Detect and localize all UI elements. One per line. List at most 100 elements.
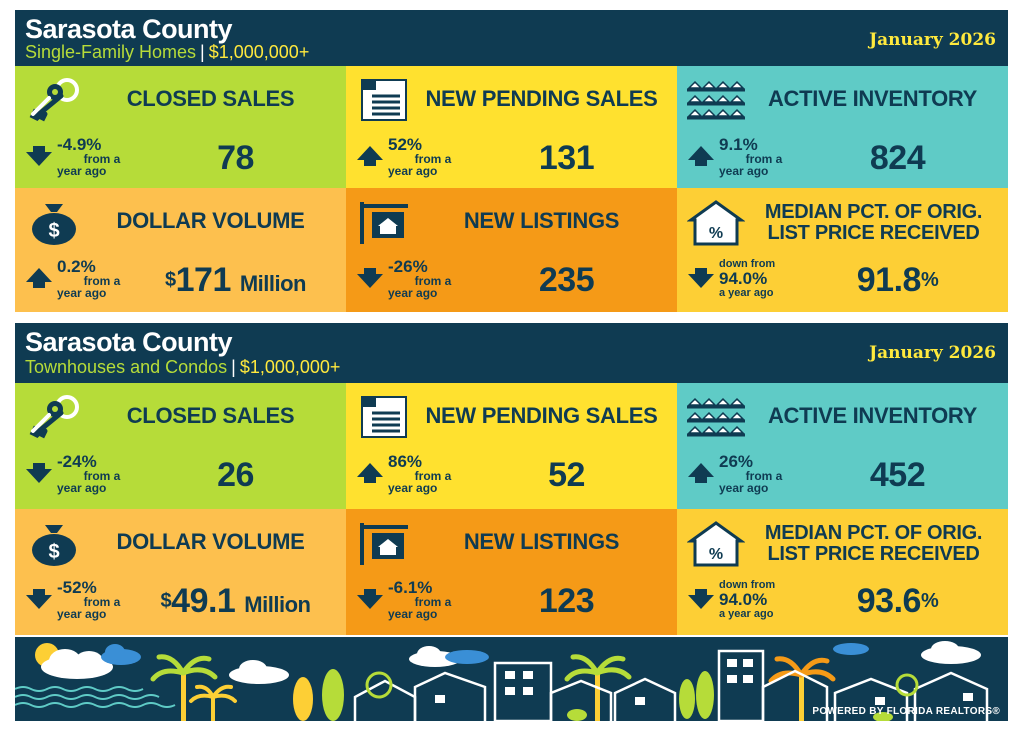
palm-tree-icon <box>768 656 836 721</box>
money-bag-icon <box>25 519 83 567</box>
metric-change: -6.1% from a year ago <box>388 579 478 620</box>
change-pct: -26% <box>388 257 428 276</box>
metric-value: 824 <box>869 139 926 177</box>
metric-label: NEW PENDING SALES <box>425 86 658 111</box>
arrow-down-icon <box>687 266 715 290</box>
metric-value: 131 <box>538 139 595 177</box>
change-down-from: down from <box>719 579 776 591</box>
tree-icon <box>322 669 344 721</box>
metric-label: CLOSED SALES <box>126 86 295 111</box>
change-pct: -6.1% <box>388 578 433 597</box>
metric-label: ACTIVE INVENTORY <box>767 86 978 111</box>
change-ago: year ago <box>57 481 107 495</box>
price-range: $1,000,000+ <box>239 357 341 377</box>
cloud-icon <box>445 650 489 664</box>
value-unit: Million <box>239 271 307 296</box>
metric-dollar-volume: DOLLAR VOLUME -52% from a year ago $49.1… <box>15 509 346 635</box>
for-sale-sign-icon <box>356 198 414 246</box>
metric-closed-sales: CLOSED SALES -24% from a year ago 26 <box>15 383 346 509</box>
change-prev: 94.0% <box>719 590 768 609</box>
metric-label: NEW LISTINGS <box>463 529 620 554</box>
county-title: Sarasota County <box>25 327 233 357</box>
metric-label: CLOSED SALES <box>126 403 295 428</box>
keys-icon <box>25 393 83 441</box>
arrow-up-icon <box>687 144 715 168</box>
arrow-down-icon <box>25 587 53 611</box>
document-icon <box>356 76 414 124</box>
report-month: January 2026 <box>869 30 996 50</box>
palm-tree-icon <box>189 684 237 721</box>
water-waves <box>15 686 176 708</box>
change-from: from a <box>414 152 452 166</box>
panel-subtitle: Single-Family Homes | $1,000,000+ <box>25 42 309 63</box>
cloud-icon <box>921 641 981 664</box>
change-pct: -52% <box>57 578 97 597</box>
metric-label: DOLLAR VOLUME <box>116 208 305 233</box>
metric-value: 93.6% <box>797 583 998 619</box>
cloud-icon <box>101 644 141 665</box>
change-from: from a <box>414 274 452 288</box>
change-ago: year ago <box>57 286 107 300</box>
change-down-from: down from <box>719 258 776 270</box>
change-from: from a <box>414 595 452 609</box>
change-from: from a <box>83 274 121 288</box>
change-ago: year ago <box>388 481 438 495</box>
arrow-up-icon <box>687 461 715 485</box>
cloud-icon <box>229 660 289 684</box>
shrub-icon <box>873 712 893 721</box>
metric-new-pending-sales: NEW PENDING SALES 86% from a year ago 52 <box>346 383 677 509</box>
metric-change: -24% from a year ago <box>57 453 147 494</box>
panel-subtitle: Townhouses and Condos | $1,000,000+ <box>25 357 340 378</box>
change-ago: year ago <box>388 164 438 178</box>
change-ago: year ago <box>388 607 438 621</box>
palm-tree-icon <box>564 654 632 721</box>
change-pct: 26% <box>719 452 754 471</box>
arrow-down-icon <box>25 461 53 485</box>
building-windows <box>435 659 973 705</box>
report-month: January 2026 <box>869 343 996 363</box>
metric-label: ACTIVE INVENTORY <box>767 403 978 428</box>
metric-value: 123 <box>538 582 595 620</box>
metric-active-inventory: ACTIVE INVENTORY 9.1% from a year ago 82… <box>677 66 1008 188</box>
metric-label-line1: MEDIAN PCT. OF ORIG. <box>764 522 983 544</box>
metric-change: down from 94.0% a year ago <box>719 579 789 620</box>
keys-icon <box>25 76 83 124</box>
houses-icon <box>687 76 745 124</box>
document-icon <box>356 393 414 441</box>
metric-label: DOLLAR VOLUME <box>116 529 305 554</box>
powered-by: POWERED BY FLORIDA REALTORS® <box>812 706 1000 717</box>
currency-symbol: $ <box>165 269 176 291</box>
county-title: Sarasota County <box>25 14 233 44</box>
panel-townhouses-condos: Sarasota County Townhouses and Condos | $1… <box>15 323 1008 635</box>
skyline-illustration <box>15 641 989 721</box>
tree-icon <box>679 679 695 719</box>
tree-icon <box>895 673 919 697</box>
property-type: Townhouses and Condos <box>25 357 228 377</box>
metric-change: 86% from a year ago <box>388 453 478 494</box>
metric-median-pct-list-price: MEDIAN PCT. OF ORIG. LIST PRICE RECEIVED… <box>677 509 1008 635</box>
change-from: from a <box>745 469 783 483</box>
tree-icon <box>696 671 714 719</box>
change-ago: year ago <box>57 164 107 178</box>
arrow-up-icon <box>356 144 384 168</box>
change-prev: 94.0% <box>719 269 768 288</box>
metric-value: 235 <box>538 261 595 299</box>
change-ago: year ago <box>57 607 107 621</box>
metric-active-inventory: ACTIVE INVENTORY 26% from a year ago 452 <box>677 383 1008 509</box>
change-pct: 9.1% <box>719 135 758 154</box>
tree-icon <box>365 671 393 699</box>
metric-dollar-volume: DOLLAR VOLUME 0.2% from a year ago $171 … <box>15 188 346 312</box>
separator: | <box>200 42 205 62</box>
change-from: from a <box>745 152 783 166</box>
metric-label: MEDIAN PCT. OF ORIG. LIST PRICE RECEIVED <box>747 202 1000 244</box>
arrow-down-icon <box>687 587 715 611</box>
metric-new-listings: NEW LISTINGS -6.1% from a year ago 123 <box>346 509 677 635</box>
metric-median-pct-list-price: MEDIAN PCT. OF ORIG. LIST PRICE RECEIVED… <box>677 188 1008 312</box>
footer-skyline: POWERED BY FLORIDA REALTORS® <box>15 637 1008 721</box>
change-pct: 86% <box>388 452 423 471</box>
value-pct-sign: % <box>920 269 939 291</box>
houses-icon <box>687 393 745 441</box>
change-from: from a <box>83 152 121 166</box>
value-number: 171 <box>175 261 232 299</box>
arrow-down-icon <box>356 587 384 611</box>
